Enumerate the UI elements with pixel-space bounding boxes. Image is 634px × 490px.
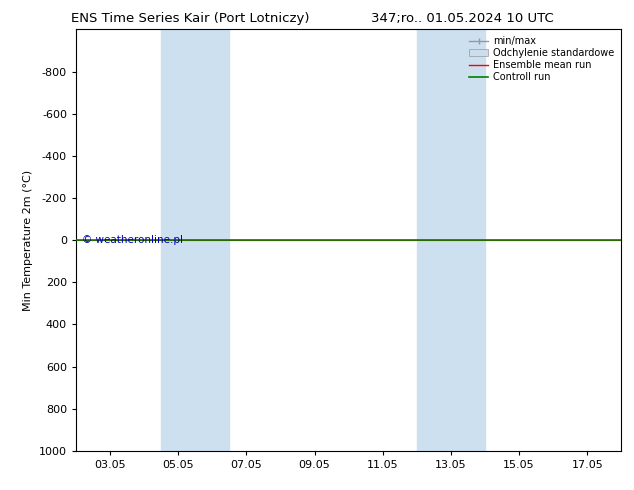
Bar [161, 29, 230, 451]
Legend: min/max, Odchylenie standardowe, Ensemble mean run, Controll run: min/max, Odchylenie standardowe, Ensembl… [467, 34, 616, 84]
Y-axis label: Min Temperature 2m (°C): Min Temperature 2m (°C) [23, 170, 34, 311]
Text: 347;ro.. 01.05.2024 10 UTC: 347;ro.. 01.05.2024 10 UTC [372, 12, 554, 25]
Bar [417, 29, 485, 451]
Text: © weatheronline.pl: © weatheronline.pl [82, 235, 183, 245]
Text: ENS Time Series Kair (Port Lotniczy): ENS Time Series Kair (Port Lotniczy) [71, 12, 309, 25]
